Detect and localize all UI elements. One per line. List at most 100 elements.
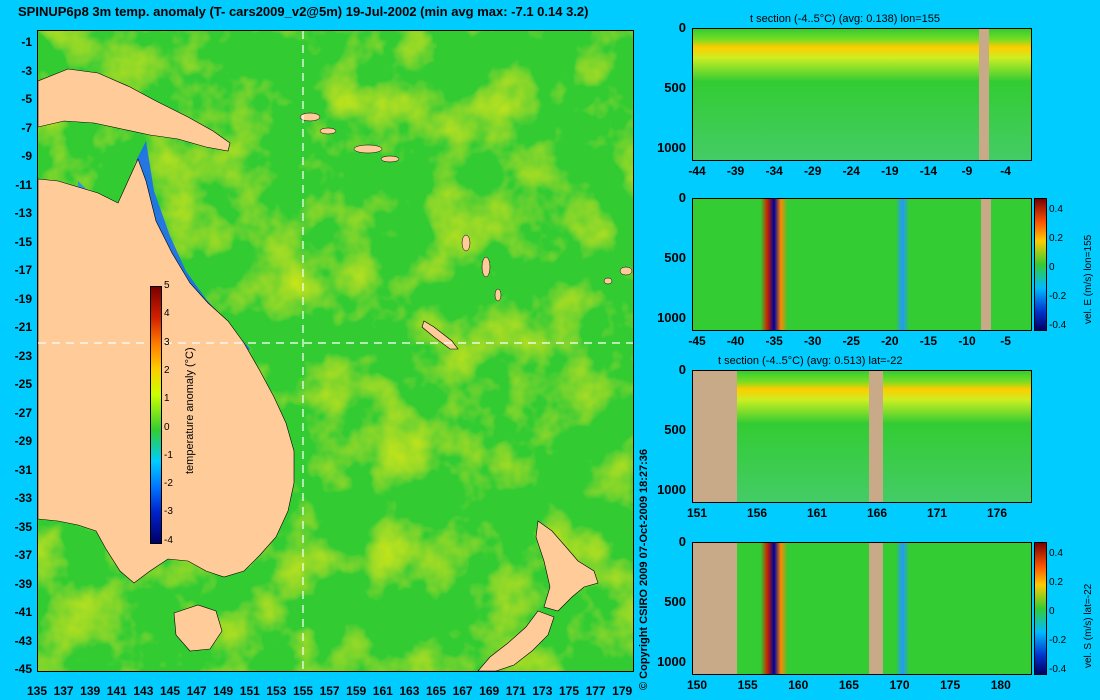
section-coast-mask xyxy=(693,371,737,502)
velocity-colorbar xyxy=(1034,542,1047,675)
latitude-tick-label: -11 xyxy=(15,177,32,192)
new-zealand-south-island xyxy=(477,610,555,671)
longitude-tick-label: 155 xyxy=(292,684,314,698)
longitude-tick-label: 177 xyxy=(585,684,606,698)
longitude-tick-label: 167 xyxy=(452,684,473,698)
map-colorbar xyxy=(150,286,162,544)
section-x-tick: -19 xyxy=(881,164,899,178)
velocity-colorbar-tick: -0.4 xyxy=(1049,664,1067,675)
section-title: t section (-4..5°C) (avg: 0.138) lon=155 xyxy=(750,13,940,25)
velocity-colorbar-tick: -0.2 xyxy=(1049,635,1067,646)
section-depth-tick: 500 xyxy=(664,250,686,265)
latitude-tick-label: -39 xyxy=(14,576,32,591)
longitude-tick-label: 159 xyxy=(346,684,367,698)
section-x-tick: -45 xyxy=(688,334,706,348)
latitude-tick-label: -37 xyxy=(14,548,32,562)
colorbar-tick-label: -1 xyxy=(164,449,173,461)
section-depth-tick: 0 xyxy=(678,190,686,205)
longitude-tick-label: 173 xyxy=(532,684,553,698)
section-x-tick: -35 xyxy=(765,334,783,348)
section-title: t section (-4..5°C) (avg: 0.513) lat=-22 xyxy=(718,355,903,367)
section-panel-2[interactable] xyxy=(692,198,1032,331)
latitude-tick-label: -25 xyxy=(14,377,32,391)
latitude-tick-label: -3 xyxy=(21,63,32,78)
latitude-tick-label: -15 xyxy=(14,234,32,249)
section-panel-3[interactable] xyxy=(692,370,1032,503)
section-panel-1[interactable] xyxy=(692,28,1032,161)
longitude-tick-label: 157 xyxy=(319,684,340,698)
velocity-colorbar-tick: -0.2 xyxy=(1049,291,1067,302)
section-x-tick: 156 xyxy=(746,506,768,520)
longitude-tick-label: 137 xyxy=(53,684,74,698)
latitude-tick-label: -31 xyxy=(14,462,32,477)
section-x-tick: 175 xyxy=(940,678,961,692)
section-x-tick: -14 xyxy=(919,164,938,178)
map-colorbar-label: temperature anomaly (°C) xyxy=(184,347,196,474)
section-x-tick: -44 xyxy=(688,164,706,178)
colorbar-tick-label: -4 xyxy=(164,534,173,546)
section-x-tick: 166 xyxy=(866,506,888,520)
section-x-tick: -40 xyxy=(726,334,745,348)
section-x-tick: -4 xyxy=(1000,164,1011,178)
section-panel-4[interactable] xyxy=(692,542,1032,675)
latitude-tick-label: -27 xyxy=(14,405,32,420)
section-depth-tick: 1000 xyxy=(657,482,686,497)
velocity-colorbar-tick: -0.4 xyxy=(1049,320,1067,331)
longitude-tick-label: 151 xyxy=(239,684,260,698)
longitude-tick-label: 149 xyxy=(213,684,234,698)
latitude-tick-label: -43 xyxy=(14,633,32,648)
latitude-tick-label: -5 xyxy=(21,92,32,106)
colorbar-tick-label: 1 xyxy=(164,393,170,405)
velocity-axis-label: vel. E (m/s) lon=155 xyxy=(1083,234,1094,324)
section-x-tick: 161 xyxy=(806,506,828,520)
longitude-tick-label: 135 xyxy=(26,684,48,698)
section-x-tick: -29 xyxy=(804,164,822,178)
latitude-tick-label: -13 xyxy=(14,206,32,220)
colorbar-tick-label: 2 xyxy=(164,364,170,376)
longitude-tick-label: 165 xyxy=(425,684,447,698)
section-depth-tick: 1000 xyxy=(657,310,686,325)
tasmania-landmass xyxy=(173,604,223,652)
section-x-tick: 180 xyxy=(990,678,1011,692)
section-x-tick: 150 xyxy=(686,678,708,692)
temperature-anomaly-map[interactable] xyxy=(37,30,634,672)
section-x-tick: 171 xyxy=(926,506,948,520)
section-depth-tick: 0 xyxy=(678,362,686,377)
section-depth-tick: 1000 xyxy=(657,140,686,155)
colorbar-tick-label: -2 xyxy=(164,478,173,490)
section-x-tick: -5 xyxy=(1000,334,1011,348)
longitude-tick-label: 139 xyxy=(80,684,101,698)
section-x-tick: 165 xyxy=(838,678,859,692)
section-land-mask xyxy=(981,199,991,330)
section-depth-tick: 1000 xyxy=(657,654,686,669)
latitude-tick-label: -23 xyxy=(14,348,32,363)
longitude-tick-label: 147 xyxy=(186,684,207,698)
latitude-tick-label: -29 xyxy=(14,434,32,448)
longitude-tick-label: 145 xyxy=(159,684,181,698)
section-coast-mask xyxy=(693,543,737,674)
longitude-tick-label: 169 xyxy=(479,684,500,698)
section-x-tick: -24 xyxy=(842,164,860,178)
australia-landmass xyxy=(38,158,295,584)
colorbar-tick-label: 4 xyxy=(164,308,170,320)
latitude-tick-label: -35 xyxy=(14,519,32,534)
latitude-tick-label: -33 xyxy=(14,491,32,505)
colorbar-tick-label: 5 xyxy=(164,280,170,291)
velocity-colorbar-tick: 0.4 xyxy=(1049,204,1063,215)
section-x-tick: 155 xyxy=(737,678,758,692)
island-specks xyxy=(299,112,633,302)
colorbar-tick-label: -3 xyxy=(164,506,173,518)
latitude-tick-label: -9 xyxy=(21,149,32,163)
longitude-tick-label: 161 xyxy=(372,684,393,698)
section-depth-tick: 0 xyxy=(678,534,686,549)
new-guinea-landmass xyxy=(38,68,231,152)
section-x-tick: -20 xyxy=(881,334,899,348)
longitude-tick-label: 143 xyxy=(133,684,154,698)
section-x-tick: -15 xyxy=(919,334,938,348)
longitude-tick-label: 175 xyxy=(558,684,580,698)
velocity-colorbar-tick: 0 xyxy=(1049,606,1055,617)
section-depth-tick: 500 xyxy=(664,422,686,437)
section-land-mask xyxy=(979,29,989,160)
map-canvas xyxy=(38,31,633,671)
section-land-mask xyxy=(869,543,883,674)
